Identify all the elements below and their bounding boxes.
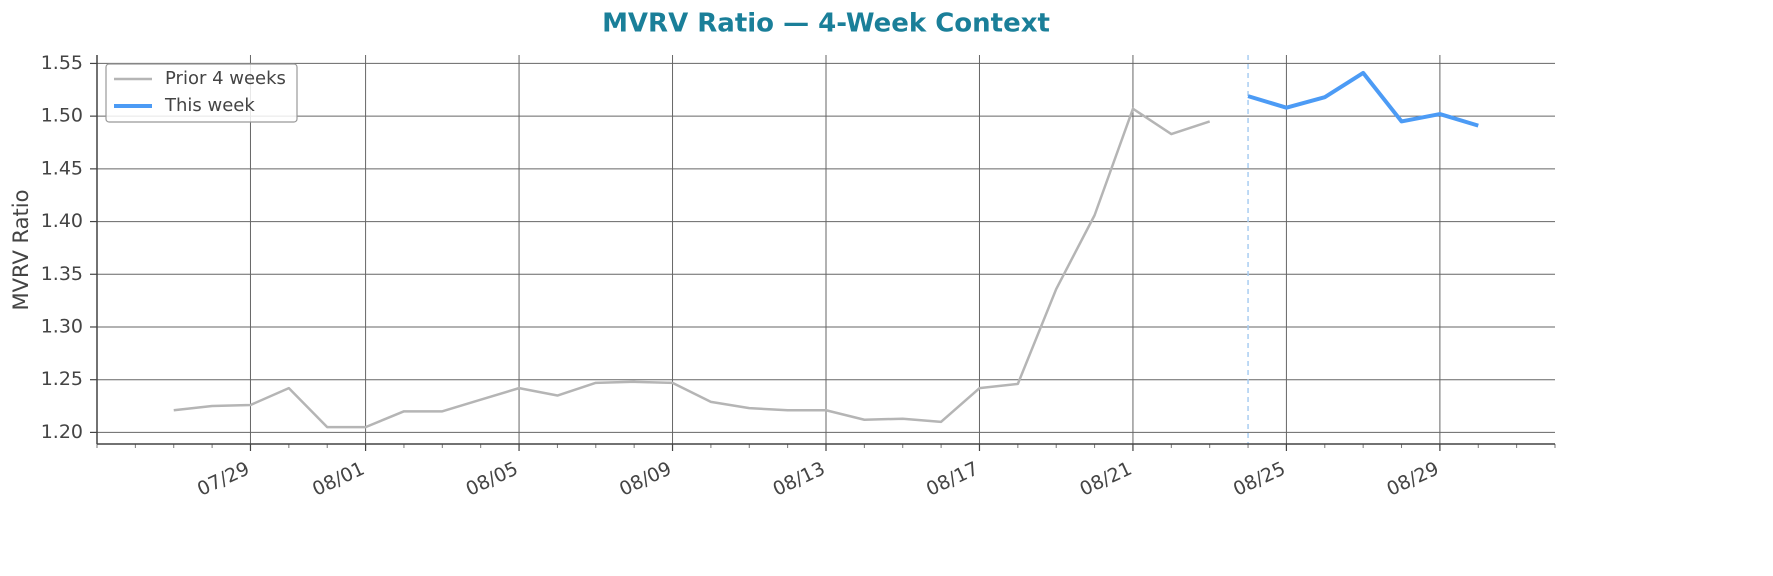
y-axis-label: MVRV Ratio [9, 190, 33, 311]
x-tick-label: 08/09 [616, 458, 675, 501]
series-line [1247, 70, 1479, 128]
legend-label: This week [164, 95, 255, 116]
legend-box [105, 63, 298, 123]
y-tick-label: 1.30 [41, 315, 83, 337]
x-tick-label: 08/01 [309, 458, 368, 501]
y-tick-label: 1.40 [41, 210, 83, 232]
series-line [173, 107, 1211, 429]
y-tick-label: 1.55 [41, 52, 83, 74]
y-tick-label: 1.25 [41, 368, 83, 390]
chart-title: MVRV Ratio — 4-Week Context [602, 9, 1050, 39]
x-tick-label: 08/25 [1230, 458, 1289, 501]
x-tick-label: 08/05 [463, 458, 522, 501]
x-tick-label: 08/29 [1383, 458, 1442, 501]
x-tick-label: 08/17 [923, 458, 982, 501]
x-tick-label: 08/21 [1076, 458, 1135, 501]
x-tick-label: 07/29 [194, 458, 253, 501]
y-tick-label: 1.20 [41, 421, 83, 443]
y-tick-label: 1.50 [41, 105, 83, 127]
legend-label: Prior 4 weeks [165, 68, 286, 89]
y-tick-label: 1.35 [41, 263, 83, 285]
x-tick-label: 08/13 [770, 458, 829, 501]
y-tick-label: 1.45 [41, 157, 83, 179]
